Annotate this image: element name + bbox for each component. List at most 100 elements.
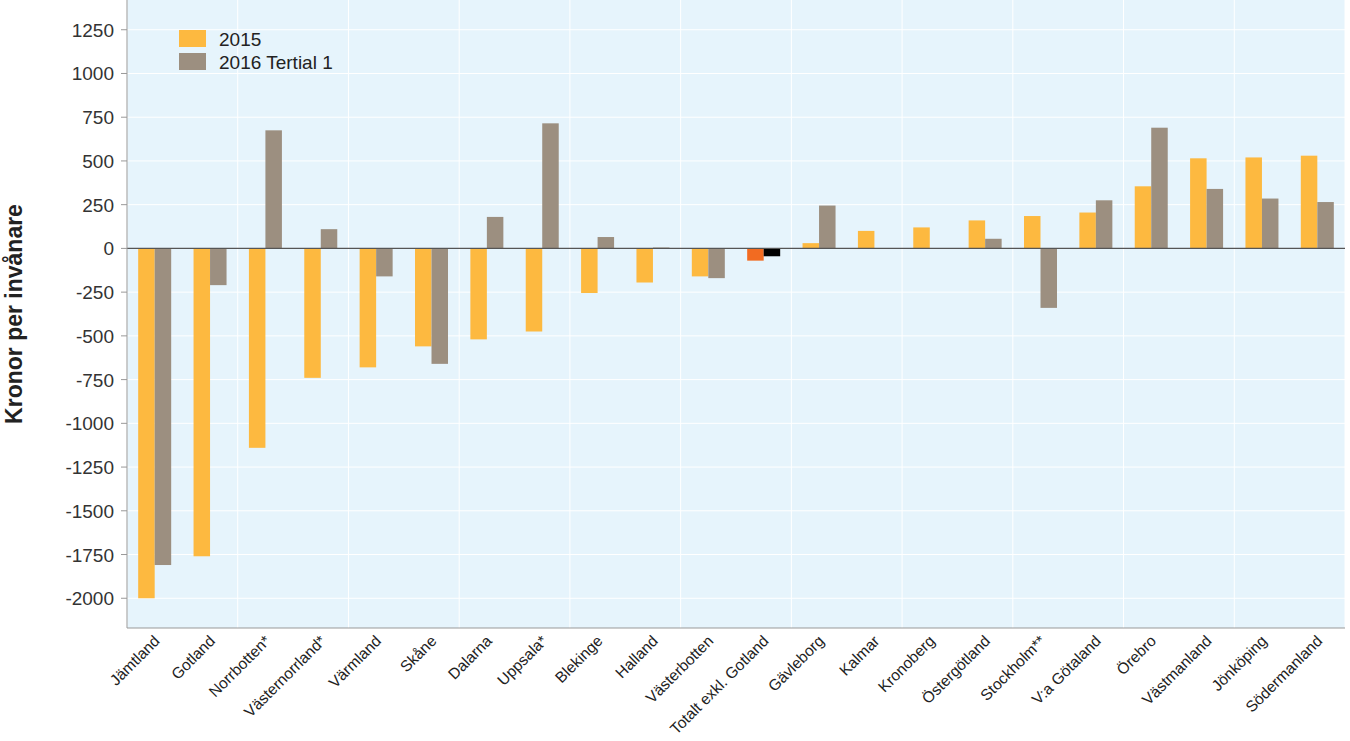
legend: 20152016 Tertial 1 [179,29,333,73]
legend-swatch [179,30,206,47]
bar [581,248,598,293]
legend-label: 2016 Tertial 1 [219,52,333,73]
bar [708,248,725,278]
bar [155,248,172,565]
y-tick [121,73,127,74]
bar [138,248,155,598]
bar [1207,189,1224,248]
grid-line-x [459,0,460,628]
bars [138,123,1334,598]
grid-line-x [1012,0,1013,628]
bar [210,248,227,285]
bar [913,227,930,248]
bar [819,206,836,249]
x-tick-label: Halland [612,632,661,681]
y-tick-label: -1000 [65,413,114,434]
x-tick-label: Uppsala* [494,632,551,689]
grid-line-x [680,0,681,628]
grid-line [127,423,1345,424]
y-tick-label: 500 [82,151,114,172]
y-tick [121,598,127,599]
grid-line [127,248,1345,249]
x-tick-label: Gävleborg [765,632,828,695]
x-tick-label: Södermanland [1242,632,1325,715]
bar [598,237,615,248]
bar [415,248,432,346]
x-tick-label: Skåne [397,632,440,675]
y-tick-label: -2000 [65,588,114,609]
zero-line [127,248,1345,249]
x-tick-label: Jämtland [106,632,163,689]
y-tick [121,467,127,468]
y-tick [121,292,127,293]
y-tick [121,204,127,205]
y-tick [121,160,127,161]
y-tick-label: 1000 [72,63,114,84]
y-tick-label: -1750 [65,545,114,566]
grid-line [127,510,1345,511]
bar [1096,200,1113,248]
bar [969,220,986,248]
bar [636,248,653,282]
x-tick-label: Örebro [1113,632,1159,678]
y-tick-label: -1500 [65,501,114,522]
x-tick-label: Blekinge [552,632,606,686]
grid-line-x [569,0,570,628]
bar [376,248,393,276]
grid-line [127,73,1345,74]
bar [304,248,321,377]
y-tick [121,423,127,424]
y-tick [121,379,127,380]
y-tick-label: 0 [103,238,114,259]
y-tick [121,554,127,555]
y-tick-label: -750 [76,370,114,391]
legend-label: 2015 [219,29,261,50]
grid-line-x [348,0,349,628]
y-tick-label: 1250 [72,20,114,41]
x-tick-label: Dalarna [445,632,496,683]
bar [265,130,282,248]
x-tick-label: V:a Götaland [1028,632,1104,708]
y-tick [121,335,127,336]
bar [1135,186,1152,248]
y-tick-label: 750 [82,107,114,128]
bar [764,248,781,256]
bar [542,123,559,248]
bar [249,248,266,447]
y-tick-label: -1250 [65,457,114,478]
bar [194,248,211,556]
bar [1079,213,1096,249]
legend-swatch [179,53,206,70]
bar [1151,128,1168,249]
bar [1024,216,1041,248]
grid-line [127,554,1345,555]
bar [1041,248,1058,307]
bar [803,243,820,248]
bar [1301,156,1318,249]
bar [858,231,875,248]
bar [360,248,377,367]
grid-line [127,467,1345,468]
y-tick-label: 250 [82,195,114,216]
grid-line-x [1123,0,1124,628]
grid-line-x [1234,0,1235,628]
y-tick [121,29,127,30]
y-tick [121,248,127,249]
bar [321,229,338,248]
grid-line [127,598,1345,599]
grid-line [127,379,1345,380]
y-tick-label: -250 [76,282,114,303]
grid-line [127,29,1345,30]
y-axis-label: Kronor per invånare [1,204,27,424]
grid-line-x [791,0,792,628]
y-tick [121,510,127,511]
y-axis-line [127,0,128,628]
x-tick-label: Totalt exkl. Gotland [667,632,772,737]
grid-line-x [1345,0,1346,628]
bar [747,248,764,260]
grid-line [127,117,1345,118]
x-tick-label: Västmanland [1139,632,1215,708]
bar [526,248,543,331]
bar [1262,199,1279,249]
x-tick-label: Kalmar [836,632,883,679]
